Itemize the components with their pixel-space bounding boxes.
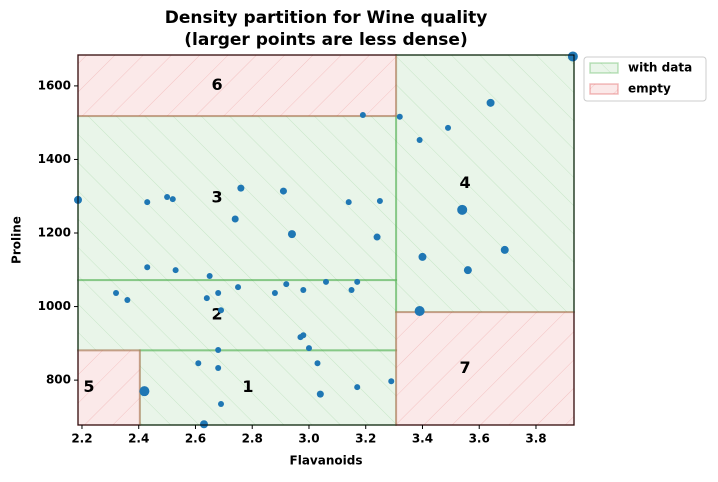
region-hatch [78,350,140,425]
point [323,278,329,285]
x-tick-label: 3.8 [525,432,546,446]
point [445,124,452,131]
x-tick-label: 2.4 [128,432,149,446]
x-tick-label: 3.6 [469,432,490,446]
point [124,296,131,303]
point [218,401,225,408]
y-tick-label: 1200 [38,226,71,240]
point [376,198,383,205]
x-tick-label: 2.6 [185,432,206,446]
point [457,204,468,215]
region-hatch [139,350,397,425]
legend-label: empty [628,82,671,96]
x-axis-label: Flavanoids [290,454,363,468]
point [215,346,222,353]
point [345,199,352,206]
point [215,289,222,296]
point [231,215,239,223]
point [486,98,495,107]
point [354,278,361,285]
x-tick-label: 3.0 [298,432,319,446]
x-tick-label: 2.2 [71,432,92,446]
point [314,360,321,367]
y-tick-label: 1600 [38,78,71,92]
point [195,360,202,367]
region-label: 7 [459,358,470,377]
legend-hatch [590,63,618,73]
x-tick-label: 2.8 [242,432,263,446]
point [206,273,213,280]
point [279,187,287,195]
region-hatch [78,55,397,117]
point [144,199,151,206]
region-label: 4 [459,173,470,192]
region-hatch [396,312,574,425]
y-axis-label: Proline [10,216,24,264]
x-tick-label: 3.4 [412,432,433,446]
point [287,230,296,239]
point [316,390,324,398]
plot-frame [77,54,575,426]
region-hatch [78,280,397,351]
point [113,289,120,296]
point [139,386,150,397]
point [500,245,509,254]
point [305,345,312,352]
point [359,111,366,118]
legend-hatch [590,84,618,94]
point [203,295,210,302]
point [348,287,355,294]
point [283,281,290,288]
point [172,267,179,274]
point [414,305,425,316]
point [164,193,171,200]
point [418,252,427,261]
y-tick-label: 1000 [38,299,71,313]
point [271,289,278,296]
x-tick-label: 3.2 [355,432,376,446]
point [199,420,208,429]
chart-subtitle: (larger points are less dense) [184,30,467,50]
legend-label: with data [628,61,692,75]
region-label: 1 [242,377,253,396]
point [300,287,307,294]
region-label: 6 [211,75,222,94]
point [416,136,423,143]
point [373,233,381,241]
chart-title: Density partition for Wine quality [165,8,488,28]
point [237,184,245,192]
region-hatch [78,116,397,281]
region-label: 2 [211,305,222,324]
point [235,284,242,291]
point [354,384,361,391]
point [144,264,151,271]
y-tick-label: 800 [46,373,71,387]
point [300,332,307,339]
point [463,266,472,275]
point [567,51,578,62]
point [215,364,222,371]
y-tick-label: 1400 [38,152,71,166]
region-label: 3 [211,188,222,207]
point [396,113,403,120]
point [218,307,225,314]
region-hatch [396,55,574,313]
point [388,378,395,385]
region-label: 5 [83,377,94,396]
point [169,196,176,203]
